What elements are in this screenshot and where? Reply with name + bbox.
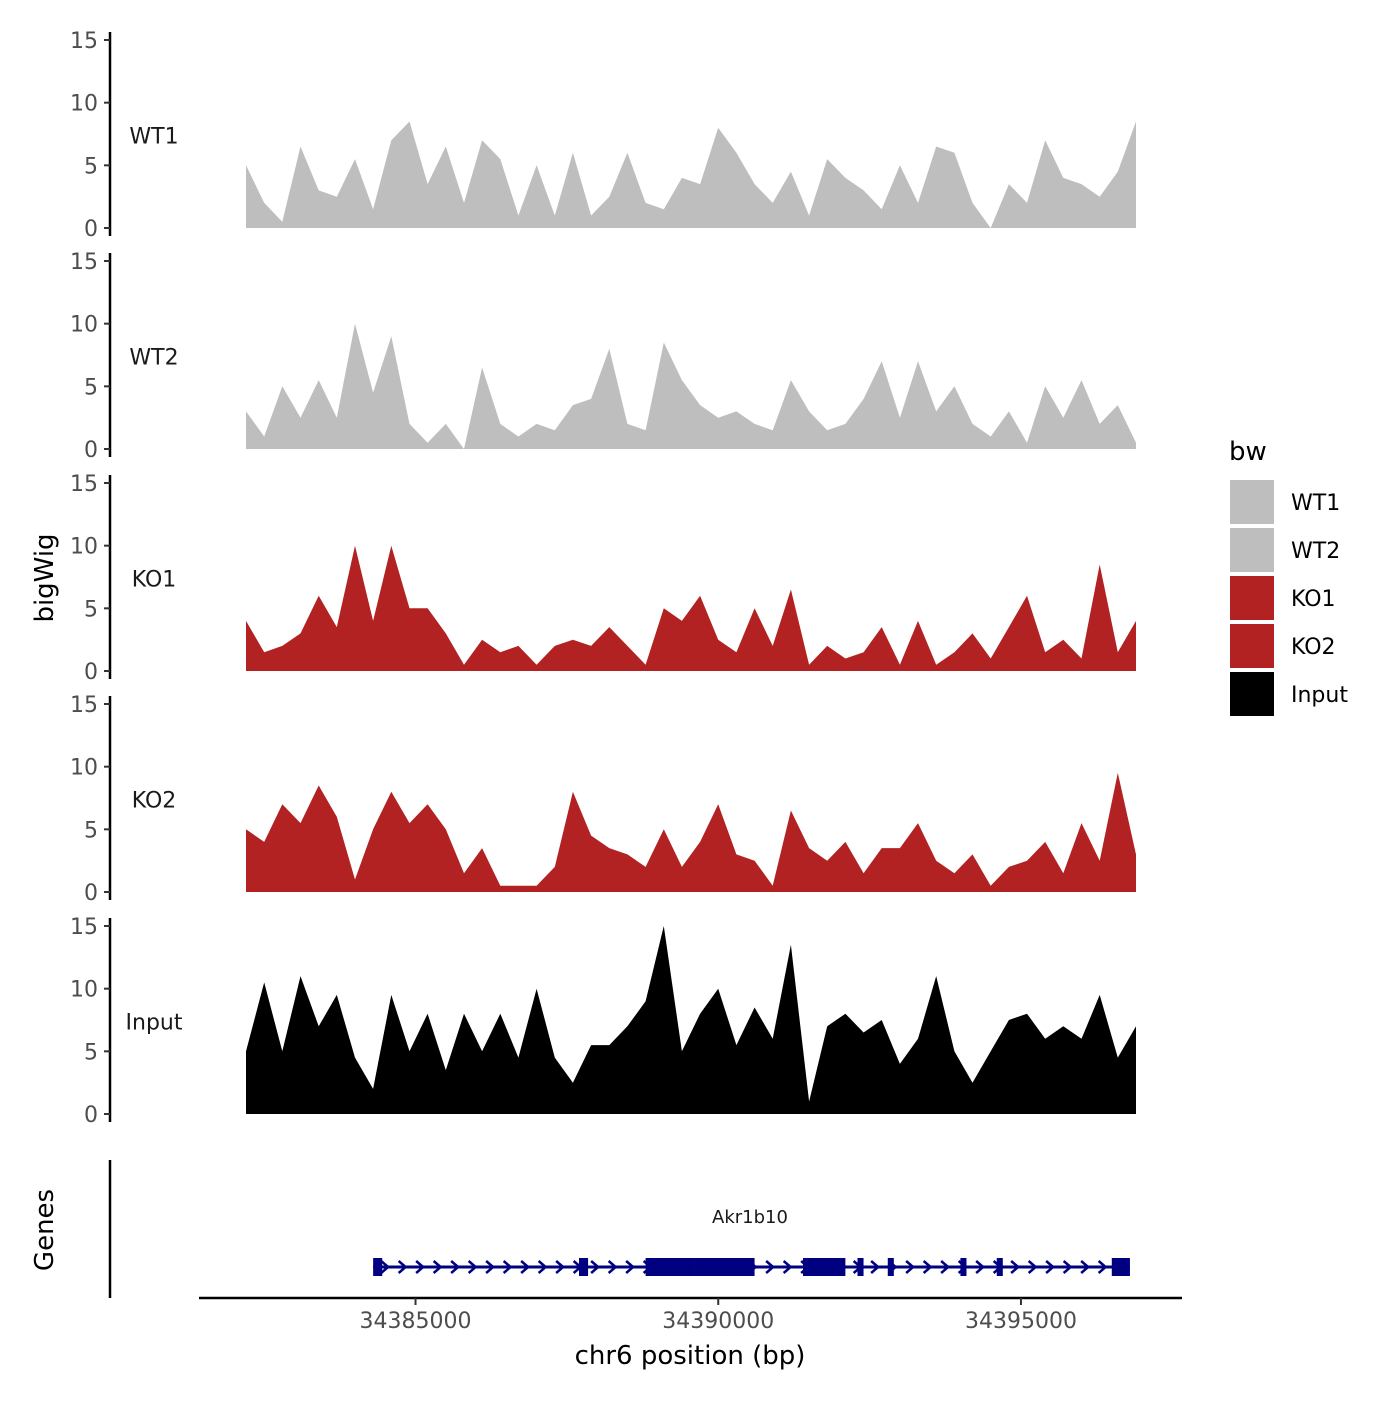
x-axis-label: chr6 position (bp) (575, 1341, 806, 1371)
area-ko2 (246, 772, 1136, 892)
legend-key-ko2 (1230, 624, 1274, 668)
facet-label-ko2: KO2 (132, 788, 177, 813)
area-wt1 (246, 121, 1136, 228)
strand-arrow (502, 1260, 513, 1274)
strand-arrow (432, 1260, 443, 1274)
strand-arrow (485, 1260, 496, 1274)
gene-exon (645, 1258, 695, 1276)
facet-label-ko1: KO1 (132, 567, 177, 592)
legend-key-wt1 (1230, 480, 1274, 524)
strand-arrow (537, 1260, 548, 1274)
strand-arrow (467, 1260, 478, 1274)
strand-arrow (450, 1260, 461, 1274)
strand-arrow (905, 1260, 916, 1274)
strand-arrow (625, 1260, 636, 1274)
strand-arrow (1010, 1260, 1021, 1274)
legend: WT1 WT2 KO1 KO2 Input (1230, 480, 1348, 716)
y-tick-label: 0 (84, 1103, 98, 1128)
y-tick-label: 0 (84, 438, 98, 463)
legend-key-ko1 (1230, 576, 1274, 620)
y-tick-label: 10 (70, 535, 98, 560)
y-tick-label: 10 (70, 313, 98, 338)
strand-arrow (782, 1260, 793, 1274)
strand-arrow (1097, 1260, 1108, 1274)
strand-arrow (555, 1260, 566, 1274)
legend-label-wt1: WT1 (1291, 491, 1340, 516)
y-tick-label: 0 (84, 881, 98, 906)
x-axis: 34385000 34390000 34395000 (199, 1296, 1182, 1334)
gene-exon (694, 1258, 755, 1276)
y-tick-label: 5 (84, 818, 98, 843)
area-wt2 (246, 323, 1136, 449)
x-tick-label: 34385000 (360, 1309, 472, 1334)
gene-exon (803, 1258, 846, 1276)
strand-arrow (1027, 1260, 1038, 1274)
panel-input: 0 5 10 15 Input (70, 915, 1136, 1128)
legend-key-input (1230, 672, 1274, 716)
y-axis-label: bigWig (30, 533, 60, 622)
legend-label-ko2: KO2 (1291, 635, 1336, 660)
y-tick-label: 10 (70, 978, 98, 1003)
gene-exon (996, 1258, 1003, 1276)
signal-panels: 0 5 10 15 WT1 0 5 10 15 WT2 0 5 10 15 KO1 0 5 10 15 KO2 0 5 10… (70, 29, 1136, 1128)
panel-wt2: 0 5 10 15 WT2 (70, 250, 1136, 463)
y-tick-label: 15 (70, 250, 98, 275)
gene-panel: Akr1b10 (108, 1160, 1130, 1298)
y-tick-label: 10 (70, 92, 98, 117)
strand-arrow (940, 1260, 951, 1274)
y-tick-label: 15 (70, 915, 98, 940)
gene-exon (1111, 1258, 1130, 1276)
x-tick-label: 34390000 (662, 1309, 774, 1334)
legend-label-wt2: WT2 (1291, 539, 1340, 564)
gene-exon (857, 1258, 864, 1276)
y-tick-label: 5 (84, 597, 98, 622)
y-tick-label: 15 (70, 472, 98, 497)
legend-key-wt2 (1230, 528, 1274, 572)
x-tick-label: 34395000 (965, 1309, 1077, 1334)
gene-exon (578, 1258, 589, 1276)
y-tick-label: 5 (84, 375, 98, 400)
y-tick-label: 10 (70, 756, 98, 781)
facet-label-input: Input (126, 1010, 183, 1035)
strand-arrow (1062, 1260, 1073, 1274)
strand-arrow (922, 1260, 933, 1274)
strand-arrow (380, 1260, 391, 1274)
y-tick-label: 5 (84, 154, 98, 179)
area-ko1 (246, 545, 1136, 671)
area-input (246, 926, 1136, 1114)
legend-label-input: Input (1291, 683, 1348, 708)
legend-label-ko1: KO1 (1291, 587, 1336, 612)
gene-exon (960, 1258, 967, 1276)
y-tick-label: 0 (84, 217, 98, 242)
strand-arrow (590, 1260, 601, 1274)
strand-arrow (870, 1260, 881, 1274)
strand-arrow (1080, 1260, 1091, 1274)
gene-exon (887, 1258, 894, 1276)
facet-label-wt2: WT2 (129, 345, 178, 370)
y-tick-label: 15 (70, 29, 98, 54)
gene-exon (373, 1258, 383, 1276)
strand-arrow (765, 1260, 776, 1274)
strand-arrow (520, 1260, 531, 1274)
panel-ko1: 0 5 10 15 KO1 (70, 472, 1136, 685)
gene-name-label: Akr1b10 (712, 1207, 788, 1228)
panel-wt1: 0 5 10 15 WT1 (70, 29, 1136, 242)
genes-axis-label: Genes (30, 1189, 60, 1271)
strand-arrow (975, 1260, 986, 1274)
strand-arrow (607, 1260, 618, 1274)
y-tick-label: 0 (84, 660, 98, 685)
panel-ko2: 0 5 10 15 KO2 (70, 693, 1136, 906)
y-tick-label: 5 (84, 1040, 98, 1065)
legend-title: bw (1229, 437, 1267, 467)
y-tick-label: 15 (70, 693, 98, 718)
strand-arrow (397, 1260, 408, 1274)
strand-arrow (415, 1260, 426, 1274)
strand-arrow (1045, 1260, 1056, 1274)
facet-label-wt1: WT1 (129, 124, 178, 149)
